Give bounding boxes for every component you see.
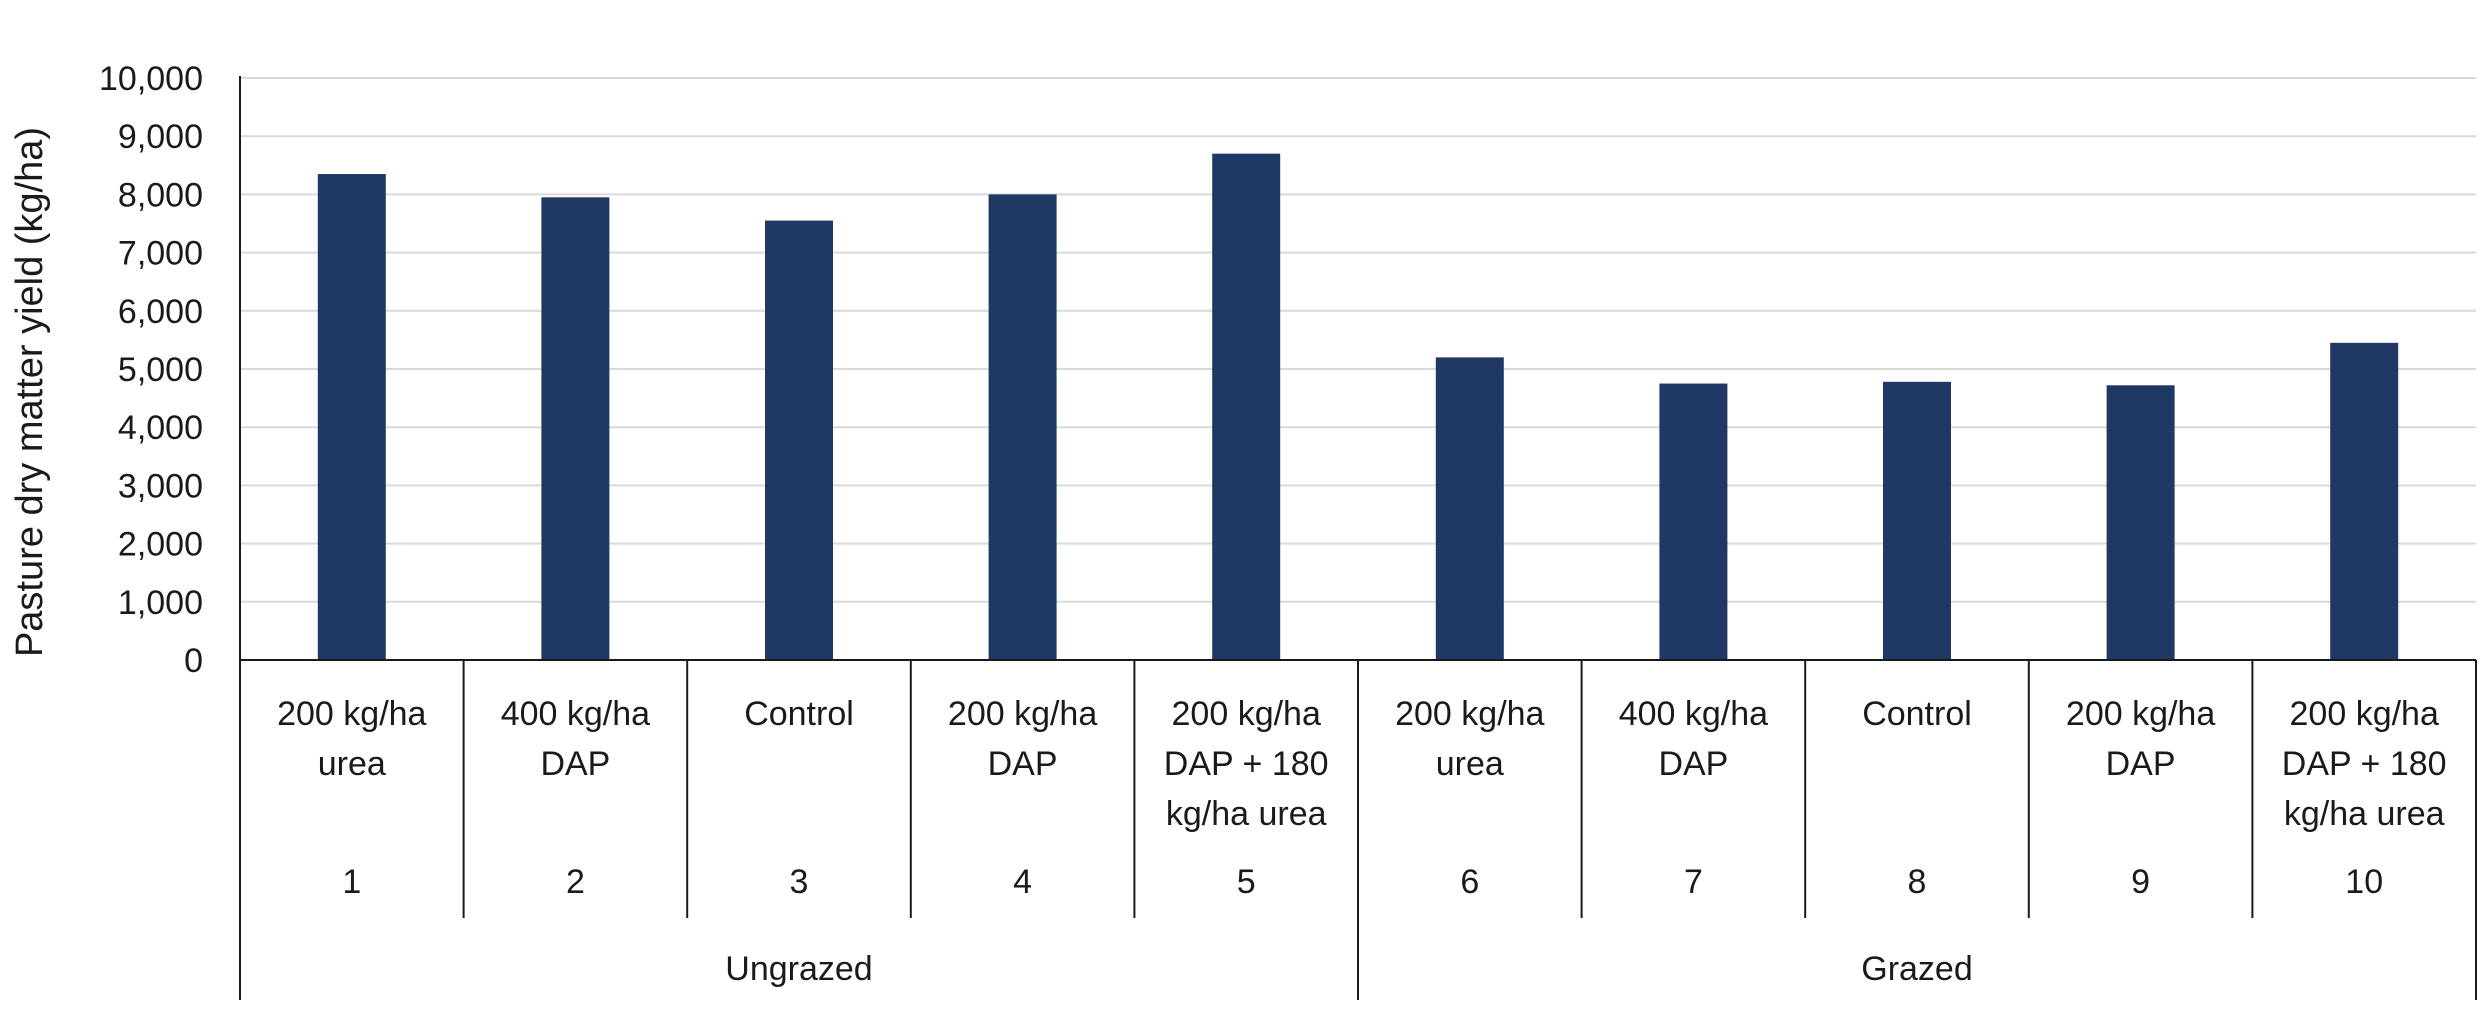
treatment-label: kg/ha urea xyxy=(1166,795,1327,833)
bar xyxy=(1659,383,1728,660)
y-axis-label: Pasture dry matter yield (kg/ha) xyxy=(9,127,51,657)
treatment-label: DAP + 180 xyxy=(2282,745,2447,783)
treatment-number: 4 xyxy=(1013,863,1032,901)
treatment-label: DAP xyxy=(540,745,610,783)
bar xyxy=(2330,342,2399,660)
treatment-label: 200 kg/ha xyxy=(2290,695,2439,733)
treatment-label: Control xyxy=(1862,695,1972,733)
treatment-label: 200 kg/ha xyxy=(1395,695,1544,733)
group-label: Ungrazed xyxy=(725,950,872,988)
treatment-label: 400 kg/ha xyxy=(1619,695,1768,733)
y-tick-label: 2,000 xyxy=(118,526,203,564)
treatment-label: 400 kg/ha xyxy=(501,695,650,733)
y-tick-labels: 0 1,000 2,000 3,000 4,000 5,000 6,000 7,000 8,00… xyxy=(99,60,203,680)
axes xyxy=(239,76,2477,1000)
treatment-number: 6 xyxy=(1460,863,1479,901)
treatment-label: DAP xyxy=(988,745,1058,783)
y-tick-label: 6,000 xyxy=(118,293,203,331)
bars xyxy=(317,153,2399,660)
treatment-label: DAP xyxy=(2106,745,2176,783)
y-tick-label: 8,000 xyxy=(118,176,203,214)
y-tick-label: 3,000 xyxy=(118,467,203,505)
treatment-number: 7 xyxy=(1684,863,1703,901)
treatment-number: 3 xyxy=(790,863,809,901)
bar xyxy=(988,194,1057,660)
y-tick-label: 1,000 xyxy=(118,584,203,622)
treatment-label: urea xyxy=(1436,745,1504,783)
bar xyxy=(1883,381,1951,660)
treatment-number: 10 xyxy=(2345,863,2383,901)
treatment-number: 9 xyxy=(2131,863,2150,901)
bar xyxy=(317,174,386,660)
x-category-labels: 200 kg/ha urea 1 400 kg/ha DAP 2 Control 3 200 k… xyxy=(277,695,2446,988)
bar xyxy=(765,220,833,660)
treatment-number: 1 xyxy=(342,863,361,901)
treatment-number: 5 xyxy=(1237,863,1256,901)
treatment-number: 2 xyxy=(566,863,585,901)
y-tick-label: 5,000 xyxy=(118,351,203,389)
treatment-number: 8 xyxy=(1908,863,1927,901)
treatment-label: 200 kg/ha xyxy=(948,695,1097,733)
y-tick-label: 9,000 xyxy=(118,118,203,156)
y-tick-label: 4,000 xyxy=(118,409,203,447)
bar xyxy=(1212,153,1281,660)
treatment-label: Control xyxy=(744,695,854,733)
treatment-label: 200 kg/ha xyxy=(277,695,426,733)
treatment-label: DAP + 180 xyxy=(1164,745,1329,783)
treatment-label: urea xyxy=(318,745,386,783)
treatment-label: 200 kg/ha xyxy=(1172,695,1321,733)
y-tick-label: 7,000 xyxy=(118,235,203,273)
group-label: Grazed xyxy=(1861,950,1973,988)
bar xyxy=(541,197,610,660)
bar xyxy=(1435,357,1504,660)
y-tick-label: 10,000 xyxy=(99,60,203,98)
treatment-label: DAP xyxy=(1658,745,1728,783)
gridlines xyxy=(240,77,2476,603)
treatment-label: kg/ha urea xyxy=(2284,795,2445,833)
y-tick-label: 0 xyxy=(184,642,203,680)
treatment-label: 200 kg/ha xyxy=(2066,695,2215,733)
bar xyxy=(2106,385,2175,660)
